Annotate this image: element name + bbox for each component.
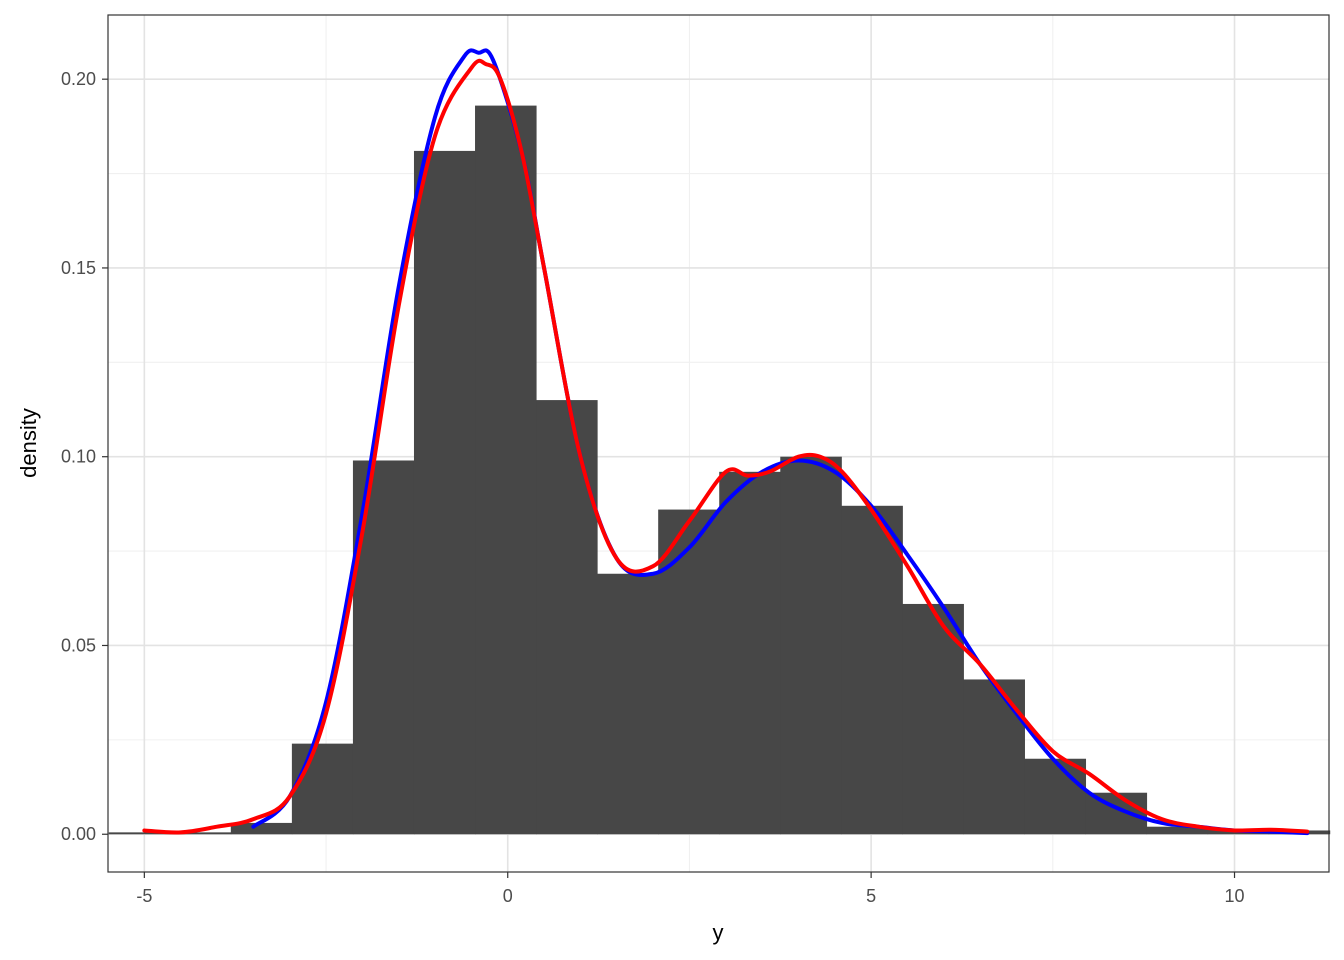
histogram-bar	[597, 573, 659, 835]
y-tick-label: 0.10	[61, 447, 96, 467]
y-axis-title: density	[16, 408, 41, 478]
histogram-bar	[963, 679, 1025, 835]
histogram-bar	[1146, 826, 1209, 835]
histogram-bar	[1085, 792, 1148, 835]
histogram-bar	[841, 505, 903, 835]
histogram-bar	[780, 456, 842, 835]
histogram-bar	[658, 509, 720, 835]
histogram-bar	[108, 832, 171, 835]
y-axis: 0.00 0.05 0.10 0.15 0.20	[61, 69, 108, 844]
histogram-bar	[475, 105, 537, 835]
histogram-bar	[536, 400, 598, 835]
x-tick-label: -5	[136, 886, 152, 906]
histogram-bar	[719, 471, 781, 835]
y-tick-label: 0.05	[61, 635, 96, 655]
x-tick-label: 0	[503, 886, 513, 906]
histogram-bar	[291, 743, 354, 835]
histogram-bars	[108, 105, 1331, 835]
y-tick-label: 0.15	[61, 258, 96, 278]
x-tick-label: 10	[1225, 886, 1245, 906]
histogram-bar	[169, 832, 232, 835]
histogram-bar	[413, 150, 476, 835]
y-tick-label: 0.20	[61, 69, 96, 89]
x-axis-title: y	[713, 920, 724, 945]
histogram-bar	[230, 822, 293, 835]
x-tick-label: 5	[866, 886, 876, 906]
histogram-bar	[1024, 758, 1087, 835]
plot-panel-border	[107, 14, 1330, 873]
density-curve-blue	[251, 48, 1310, 836]
y-tick-label: 0.00	[61, 824, 96, 844]
density-curve-red	[142, 58, 1310, 835]
x-axis: -5 0 5 10	[136, 872, 1245, 906]
histogram-bar	[902, 603, 964, 835]
density-curves	[142, 48, 1310, 836]
